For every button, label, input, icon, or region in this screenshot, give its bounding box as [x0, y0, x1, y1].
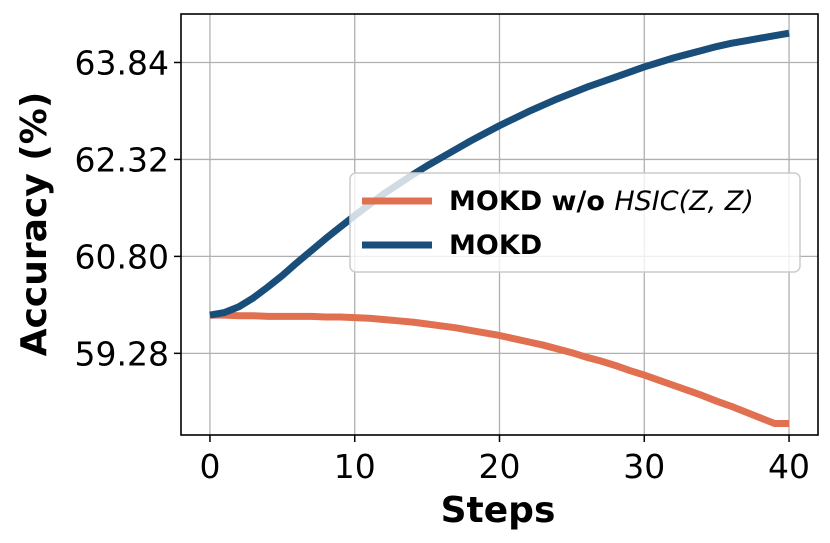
legend-label-mokd: MOKD	[449, 230, 542, 261]
x-tick-label: 40	[768, 447, 810, 486]
legend: MOKD w/o HSIC(Z, Z) MOKD	[349, 172, 801, 273]
y-tick-label: 62.32	[75, 140, 169, 179]
x-tick-label: 10	[334, 447, 376, 486]
y-tick-label: 59.28	[75, 334, 169, 373]
y-axis-ticks: 59.28 60.80 62.32 63.84	[75, 43, 181, 373]
y-tick-label: 60.80	[75, 237, 169, 276]
x-tick-label: 0	[199, 447, 220, 486]
y-tick-label: 63.84	[75, 43, 169, 82]
x-axis-title: Steps	[441, 490, 556, 531]
series-lines	[209, 29, 790, 428]
series-line-mokd	[209, 29, 790, 319]
x-axis-ticks: 0 10 20 30 40	[199, 435, 810, 486]
legend-box	[349, 172, 801, 273]
legend-label-mokd-wo-hsic: MOKD w/o HSIC(Z, Z)	[449, 186, 754, 217]
legend-label-math: HSIC(Z, Z)	[614, 186, 753, 217]
y-axis-title: Accuracy (%)	[14, 92, 55, 357]
legend-label-prefix: MOKD w/o	[449, 186, 614, 217]
series-line-mokd-wo-hsic	[209, 311, 790, 428]
x-tick-label: 30	[623, 447, 665, 486]
x-tick-label: 20	[479, 447, 521, 486]
